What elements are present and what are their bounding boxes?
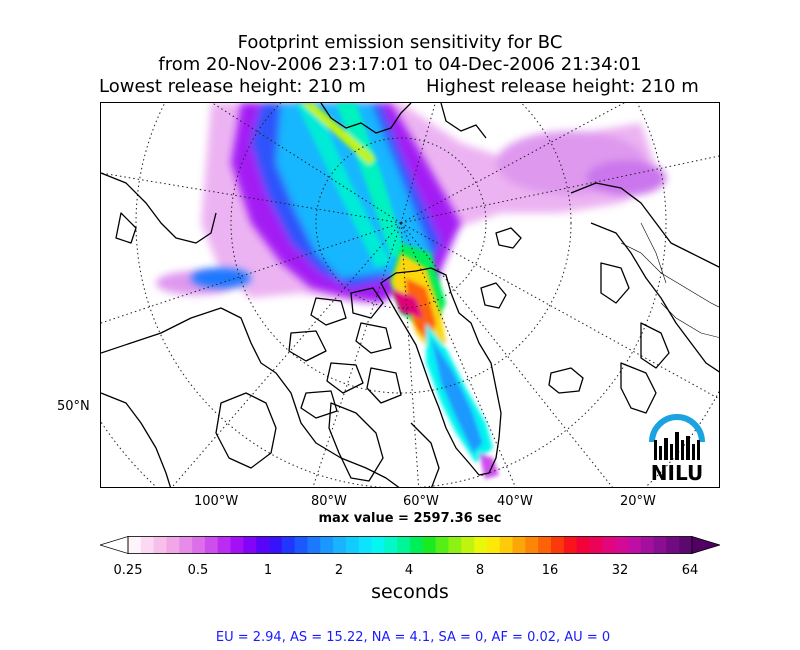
colorbar-cell (666, 536, 680, 554)
nilu-logo: NILU (646, 410, 708, 485)
cb-tick-4: 4 (404, 563, 414, 578)
colorbar-cell (281, 536, 296, 554)
colorbar-cell (461, 536, 475, 554)
lat-label-50n: 50°N (57, 399, 90, 414)
title-line-2: from 20-Nov-2006 23:17:01 to 04-Dec-2006… (158, 54, 642, 75)
colorbar-cell (179, 536, 193, 554)
max-value-label: max value = 2597.36 sec (318, 511, 502, 526)
lon-label-100w: 100°W (194, 494, 239, 509)
colorbar-cell (217, 536, 231, 554)
title-line-1: Footprint emission sensitivity for BC (237, 32, 563, 53)
colorbar-cell (204, 536, 219, 554)
lon-label-40w: 40°W (497, 494, 533, 509)
colorbar-cell (448, 536, 462, 554)
colorbar-cell (576, 536, 590, 554)
cb-tick-0: 0.25 (113, 563, 143, 578)
colorbar-cell (486, 536, 501, 554)
colorbar-cell (384, 536, 398, 554)
colorbar-cell (538, 536, 552, 554)
colorbar-cell (627, 536, 642, 554)
cb-tick-3: 2 (334, 563, 344, 578)
colorbar-cell (320, 536, 334, 554)
colorbar-cell (166, 536, 180, 554)
cb-tick-6: 16 (541, 563, 559, 578)
nilu-logo-text: NILU (651, 461, 703, 484)
colorbar-cell (653, 536, 667, 554)
coastlines (101, 103, 719, 487)
colorbar-cell (269, 536, 283, 554)
colorbar-cell (422, 536, 437, 554)
colorbar-cell (256, 536, 270, 554)
colorbar-cell (230, 536, 244, 554)
colorbar-cell (307, 536, 321, 554)
regional-totals: EU = 2.94, AS = 15.22, NA = 4.1, SA = 0,… (215, 630, 611, 645)
colorbar-cell (128, 536, 142, 554)
colorbar-cell (358, 536, 372, 554)
cb-tick-5: 8 (475, 563, 485, 578)
colorbar-cell (679, 536, 693, 554)
colorbar-under-arrow (100, 536, 129, 554)
colorbar-cell (333, 536, 347, 554)
colorbar-cell (551, 536, 565, 554)
colorbar-cell (499, 536, 513, 554)
colorbar-cell (397, 536, 411, 554)
footprint-map (100, 102, 720, 488)
colorbar-cell (602, 536, 616, 554)
colorbar-cell (512, 536, 526, 554)
colorbar-cells (128, 536, 693, 554)
cb-tick-7: 32 (611, 563, 629, 578)
lon-label-80w: 80°W (311, 494, 347, 509)
colorbar-cell (563, 536, 578, 554)
colorbar-cell (589, 536, 603, 554)
colorbar-over-arrow (691, 536, 720, 554)
colorbar-cell (192, 536, 206, 554)
colorbar-cell (474, 536, 488, 554)
nilu-logo-icon: NILU (649, 414, 705, 485)
lon-label-60w: 60°W (403, 494, 439, 509)
colorbar-cell (345, 536, 360, 554)
colorbar-cell (371, 536, 385, 554)
colorbar-unit-label: seconds (371, 581, 449, 603)
colorbar-frame (127, 536, 693, 554)
cb-tick-2: 1 (263, 563, 273, 578)
cb-tick-8: 64 (681, 563, 699, 578)
colorbar (100, 536, 720, 554)
highest-release-height: Highest release height: 210 m (426, 76, 699, 97)
colorbar-cell (294, 536, 308, 554)
colorbar-cell (615, 536, 629, 554)
plume-core (391, 253, 499, 479)
map-canvas (101, 103, 719, 487)
lon-label-20w: 20°W (620, 494, 656, 509)
lowest-release-height: Lowest release height: 210 m (99, 76, 366, 97)
colorbar-cell (640, 536, 654, 554)
cb-tick-1: 0.5 (187, 563, 209, 578)
colorbar-cell (525, 536, 539, 554)
colorbar-cell (435, 536, 449, 554)
colorbar-cell (410, 536, 424, 554)
colorbar-cell (140, 536, 155, 554)
borders (620, 222, 719, 338)
colorbar-cell (243, 536, 257, 554)
colorbar-cell (153, 536, 167, 554)
